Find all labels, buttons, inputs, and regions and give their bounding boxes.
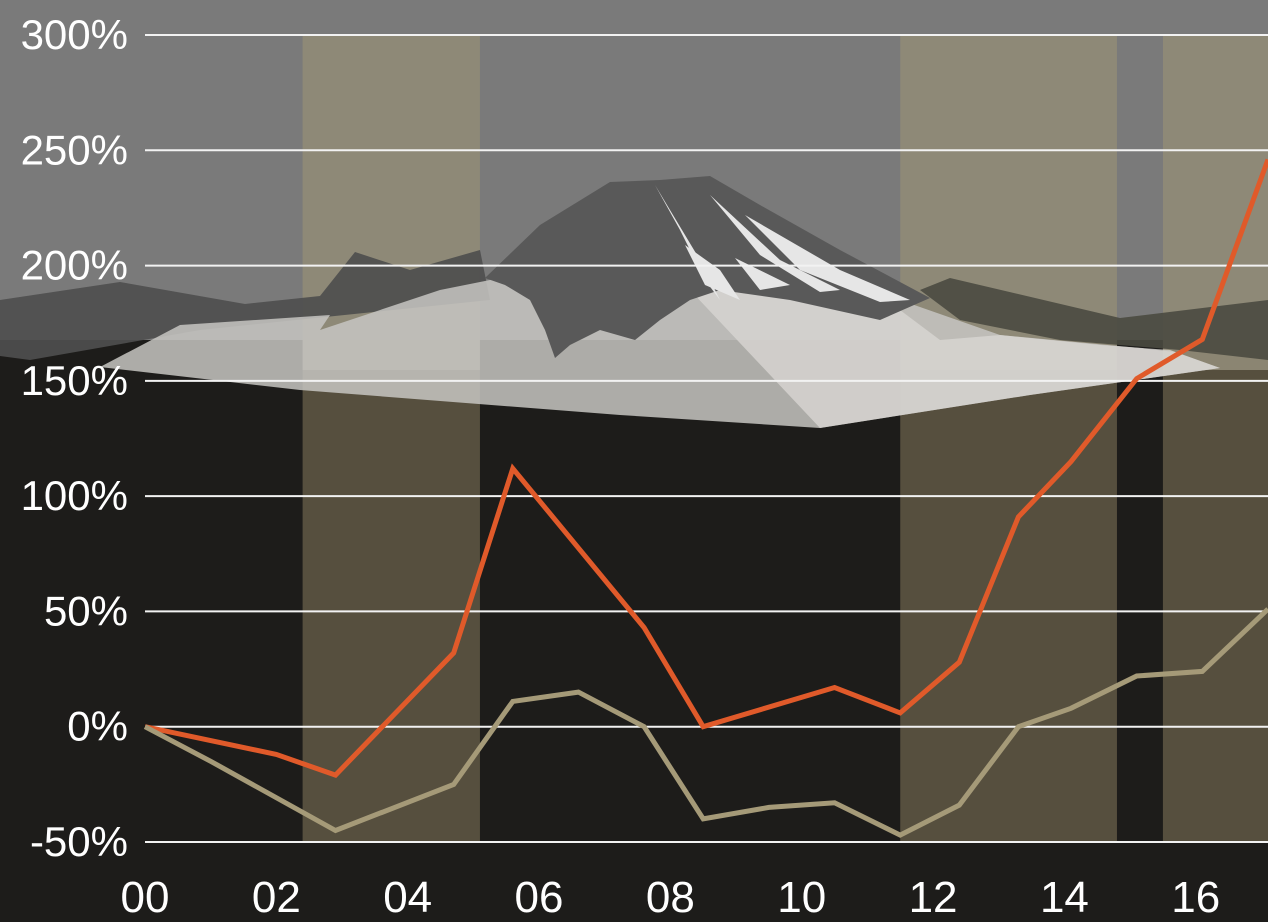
x-tick-label: 14	[1040, 873, 1089, 917]
y-tick-label: 0%	[67, 703, 128, 750]
y-tick-label: 250%	[21, 126, 128, 173]
x-tick-label: 02	[252, 873, 301, 917]
x-tick-label: 00	[121, 873, 170, 917]
y-axis-tick-labels: 300% 250% 200% 150% 100% 50% 0% -50%	[21, 11, 128, 865]
y-tick-label: 50%	[44, 587, 128, 634]
x-tick-label: 06	[515, 873, 564, 917]
x-tick-label: 04	[383, 873, 432, 917]
shaded-period-1-lower	[302, 340, 480, 842]
y-tick-label: 100%	[21, 472, 128, 519]
mountain-left-ridge	[0, 250, 490, 360]
y-tick-label: 150%	[21, 357, 128, 404]
x-tick-label: 16	[1171, 873, 1220, 917]
x-tick-label: 08	[646, 873, 695, 917]
snow-streak-4	[685, 245, 740, 300]
mountain-illustration	[0, 176, 1268, 428]
y-tick-label: 200%	[21, 242, 128, 289]
x-tick-label: 12	[909, 873, 958, 917]
snow-highlight	[690, 285, 1220, 428]
mountain-right-ridge	[920, 278, 1268, 360]
snow-streak-3	[745, 215, 910, 302]
shaded-period-2-lower	[900, 340, 1117, 842]
y-tick-label: -50%	[30, 818, 128, 865]
x-tick-label: 10	[777, 873, 826, 917]
series-lines	[143, 158, 1268, 838]
series-line-2	[143, 607, 1268, 838]
shaded-period-3-lower	[1162, 340, 1268, 842]
x-axis-tick-labels: 00 02 04 06 08 10 12 14 16	[121, 873, 1221, 922]
series-line-1	[144, 158, 1268, 778]
y-tick-label: 300%	[21, 11, 128, 58]
